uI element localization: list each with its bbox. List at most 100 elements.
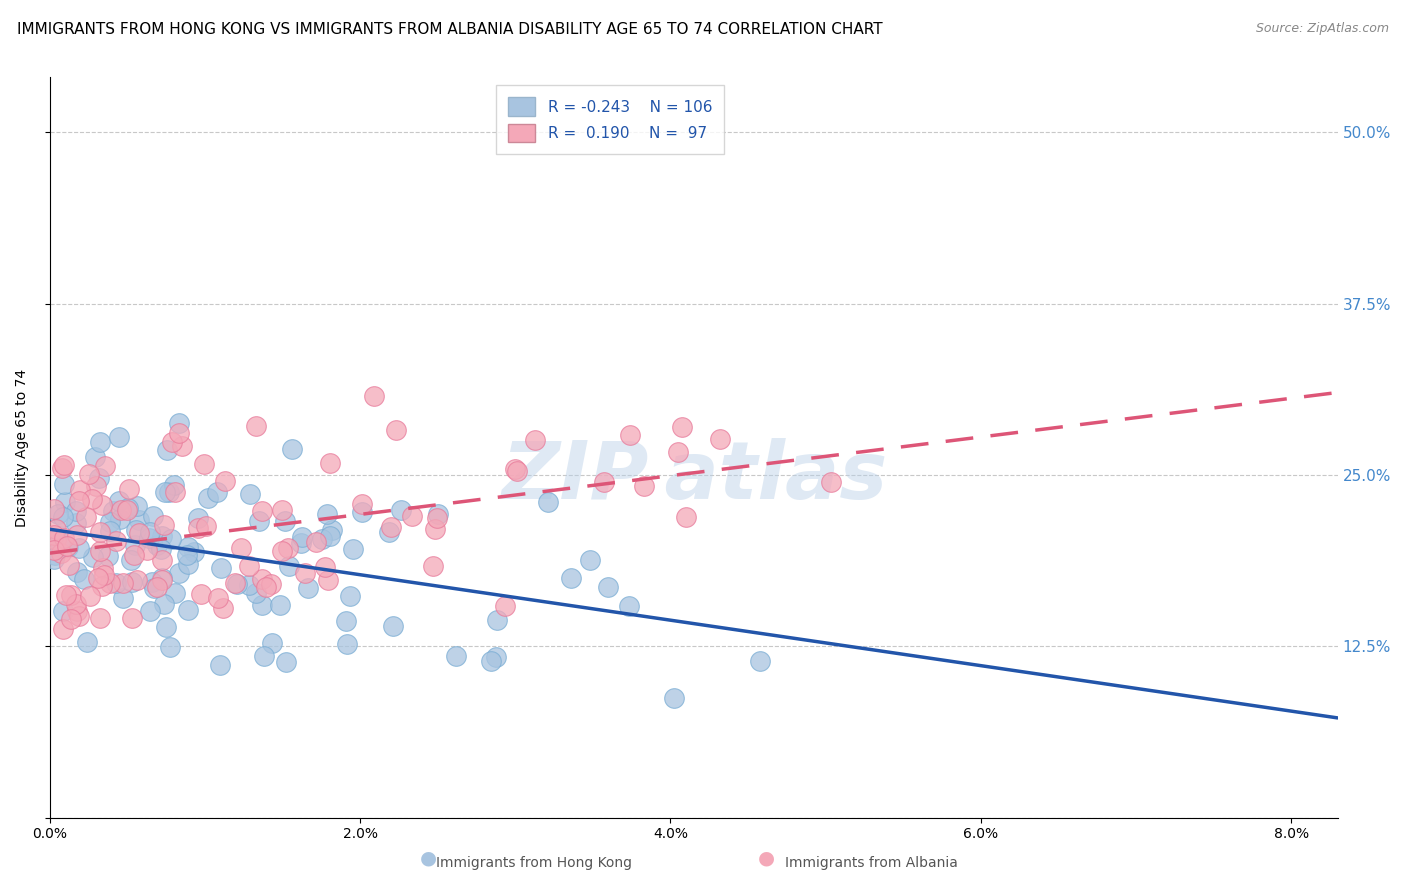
Point	[45, 533, 67, 548]
Point	[97, 549, 120, 564]
Point	[125, 523, 148, 537]
Point	[121, 574, 143, 589]
Point	[89, 544, 111, 558]
Point	[44, 549, 66, 563]
Point	[138, 525, 160, 540]
Point	[93, 568, 115, 582]
Point	[177, 540, 200, 554]
Point	[537, 494, 560, 508]
Point	[339, 589, 361, 603]
Point	[177, 557, 200, 571]
Point	[87, 471, 110, 485]
Point	[107, 430, 129, 444]
Point	[350, 505, 373, 519]
Point	[820, 475, 842, 490]
Point	[105, 576, 128, 591]
Point	[66, 528, 89, 542]
Point	[245, 418, 267, 433]
Point	[65, 597, 87, 611]
Point	[167, 426, 190, 441]
Point	[422, 558, 444, 573]
Point	[314, 560, 336, 574]
Point	[69, 541, 91, 555]
Point	[94, 459, 117, 474]
Point	[197, 491, 219, 505]
Point	[98, 575, 121, 590]
Point	[142, 581, 165, 595]
Point	[53, 531, 76, 545]
Point	[617, 599, 640, 613]
Point	[83, 450, 105, 465]
Point	[350, 497, 373, 511]
Point	[662, 690, 685, 705]
Point	[75, 510, 97, 524]
Point	[671, 419, 693, 434]
Point	[138, 531, 160, 545]
Point	[229, 541, 252, 556]
Point	[214, 475, 236, 489]
Point	[108, 512, 131, 526]
Point	[117, 501, 139, 516]
Point	[633, 479, 655, 493]
Point	[675, 510, 697, 524]
Text: ●: ●	[420, 848, 437, 867]
Point	[290, 535, 312, 549]
Point	[165, 485, 187, 500]
Point	[253, 649, 276, 664]
Point	[159, 532, 181, 546]
Point	[425, 522, 447, 536]
Point	[153, 597, 176, 611]
Point	[60, 612, 83, 626]
Point	[58, 558, 80, 572]
Point	[666, 445, 689, 459]
Point	[46, 508, 69, 522]
Point	[187, 511, 209, 525]
Point	[80, 491, 103, 506]
Point	[226, 576, 249, 591]
Legend: R = -0.243    N = 106, R =  0.190    N =  97: R = -0.243 N = 106, R = 0.190 N = 97	[496, 85, 724, 154]
Point	[165, 586, 187, 600]
Point	[183, 545, 205, 559]
Point	[426, 511, 449, 525]
Point	[84, 478, 107, 492]
Point	[193, 457, 215, 471]
Point	[149, 542, 172, 557]
Point	[319, 529, 342, 543]
Point	[157, 484, 180, 499]
Point	[560, 571, 582, 585]
Point	[44, 542, 66, 557]
Point	[446, 649, 468, 664]
Point	[486, 613, 509, 627]
Y-axis label: Disability Age 65 to 74: Disability Age 65 to 74	[15, 368, 30, 526]
Point	[297, 581, 319, 595]
Point	[427, 508, 450, 522]
Point	[254, 580, 277, 594]
Point	[66, 565, 89, 579]
Point	[260, 577, 283, 591]
Point	[121, 611, 143, 625]
Point	[172, 439, 194, 453]
Point	[281, 442, 304, 456]
Point	[82, 549, 104, 564]
Point	[89, 524, 111, 539]
Point	[91, 561, 114, 575]
Point	[53, 494, 76, 508]
Point	[117, 503, 139, 517]
Point	[176, 602, 198, 616]
Point	[503, 462, 526, 476]
Point	[187, 521, 209, 535]
Point	[120, 553, 142, 567]
Point	[321, 523, 343, 537]
Point	[385, 423, 408, 437]
Point	[335, 614, 357, 628]
Point	[274, 514, 297, 528]
Point	[52, 458, 75, 472]
Point	[250, 598, 273, 612]
Point	[66, 604, 89, 618]
Point	[155, 620, 177, 634]
Point	[211, 601, 233, 615]
Point	[72, 572, 94, 586]
Text: Immigrants from Albania: Immigrants from Albania	[786, 855, 957, 870]
Point	[270, 503, 292, 517]
Point	[163, 478, 186, 492]
